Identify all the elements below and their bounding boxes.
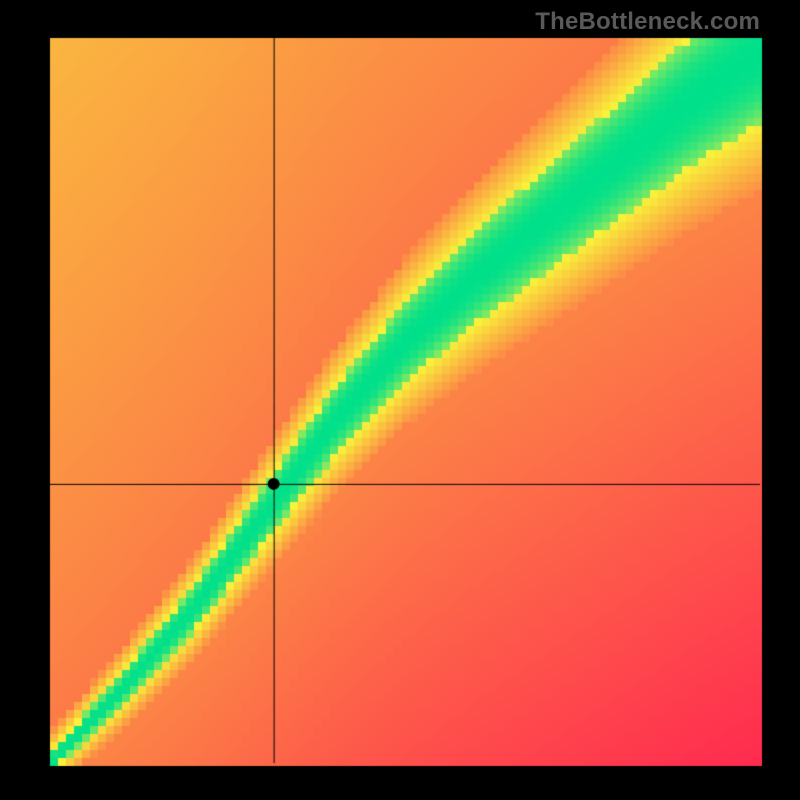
watermark: TheBottleneck.com [535,8,760,36]
heatmap-canvas [0,0,800,800]
